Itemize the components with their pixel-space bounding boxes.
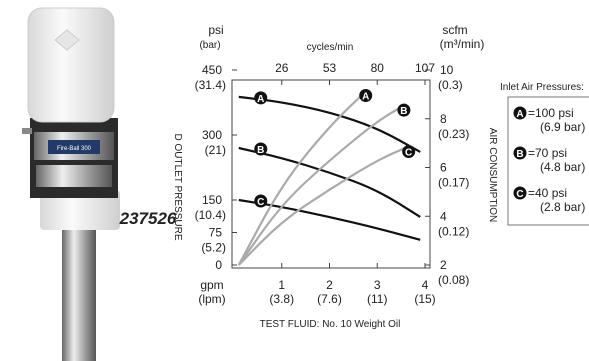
y2-tick-sublabel: (0.12) bbox=[438, 224, 469, 238]
y-axis-label-sub: (bar) bbox=[199, 40, 220, 51]
x-tick-sublabel: (11) bbox=[367, 292, 387, 306]
series-badge bbox=[254, 194, 268, 208]
top-tick-label: 80 bbox=[371, 61, 385, 75]
series-badge-letter: B bbox=[516, 149, 523, 160]
y-tick-sublabel: (21) bbox=[205, 143, 226, 157]
series-badge bbox=[397, 103, 411, 117]
series-badge bbox=[513, 106, 527, 120]
plot-frame bbox=[231, 79, 431, 269]
y2-tick-sublabel: (0.17) bbox=[438, 176, 469, 190]
series-badge bbox=[359, 89, 373, 102]
x-tick-sublabel: (15) bbox=[414, 292, 435, 306]
series-badge-letter: A bbox=[362, 92, 369, 103]
y2-tick-sublabel: (0.23) bbox=[438, 127, 469, 141]
y2-axis-label-sub: (m³/min) bbox=[440, 37, 485, 51]
series-badge bbox=[254, 142, 268, 156]
series-badge-letter: C bbox=[516, 189, 523, 200]
legend-title: Inlet Air Pressures: bbox=[500, 82, 584, 93]
y-tick-label: 300 bbox=[202, 128, 222, 142]
series-badge-letter: A bbox=[257, 94, 264, 105]
y2-tick-label: 8 bbox=[440, 112, 447, 126]
series-badge-letter: A bbox=[516, 109, 523, 120]
series-badge bbox=[254, 91, 268, 105]
series-badge bbox=[513, 186, 527, 200]
x-tick-sublabel: (7.6) bbox=[317, 292, 342, 306]
footer: TEST FLUID: No. 10 Weight Oil bbox=[260, 319, 401, 330]
series-line bbox=[237, 88, 369, 266]
y-axis-title: D OUTLET PRESSURE bbox=[172, 133, 183, 240]
pump-photo bbox=[22, 7, 120, 361]
x-tick-label: 1 bbox=[278, 278, 285, 292]
x-tick-label: 4 bbox=[422, 278, 429, 292]
series-line bbox=[238, 95, 421, 153]
series-line bbox=[238, 198, 421, 241]
top-tick-label: 107 bbox=[415, 61, 435, 75]
y2-tick-sublabel: (0.08) bbox=[438, 273, 469, 287]
y-tick-label: 0 bbox=[215, 258, 222, 272]
y-tick-sublabel: (31.4) bbox=[195, 78, 226, 92]
series-badge bbox=[402, 145, 416, 159]
series-badge-letter: B bbox=[257, 145, 264, 156]
legend-box bbox=[507, 96, 589, 226]
y2-tick-label: 6 bbox=[440, 161, 447, 175]
y-tick-sublabel: (10.4) bbox=[195, 208, 226, 222]
series-badge-letter: B bbox=[400, 106, 407, 117]
y-tick-sublabel: (5.2) bbox=[201, 241, 226, 255]
x-tick-label: 3 bbox=[374, 278, 381, 292]
y2-axis-label: scfm bbox=[442, 23, 467, 37]
series-badge bbox=[513, 146, 527, 160]
y2-tick-label: 4 bbox=[440, 209, 447, 223]
legend-text: =100 psi bbox=[528, 106, 574, 120]
series-line bbox=[237, 144, 412, 266]
x-tick-sublabel: (3.8) bbox=[269, 292, 294, 306]
y-tick-label: 450 bbox=[202, 63, 222, 77]
y2-tick-label: 2 bbox=[440, 258, 447, 272]
top-axis-label: cycles/min bbox=[307, 42, 354, 53]
legend-sub: (4.8 bar) bbox=[540, 160, 585, 174]
y-tick-label: 150 bbox=[202, 193, 222, 207]
product-label: Fire-Ball 300 bbox=[57, 146, 92, 152]
x-axis-label-sub: (lpm) bbox=[198, 292, 225, 306]
legend-sub: (6.9 bar) bbox=[540, 120, 585, 134]
y2-tick-label: 10 bbox=[440, 63, 454, 77]
series-line bbox=[238, 146, 421, 218]
series-badge-letter: C bbox=[405, 148, 412, 159]
y-tick-label: 75 bbox=[209, 226, 223, 240]
y-axis-label: psi bbox=[208, 23, 223, 37]
top-tick-label: 26 bbox=[275, 61, 289, 75]
series-badge-letter: C bbox=[257, 197, 264, 208]
top-tick-label: 53 bbox=[323, 61, 337, 75]
y2-tick-sublabel: (0.3) bbox=[438, 78, 463, 92]
series-line bbox=[237, 103, 407, 266]
y2-axis-title: AIR CONSUMPTION bbox=[487, 128, 498, 222]
x-axis-label: gpm bbox=[200, 278, 223, 292]
legend-text: =70 psi bbox=[528, 146, 567, 160]
product-number: 237526 bbox=[119, 209, 177, 228]
legend-text: =40 psi bbox=[528, 186, 567, 200]
legend-sub: (2.8 bar) bbox=[540, 200, 585, 214]
x-tick-label: 2 bbox=[326, 278, 333, 292]
